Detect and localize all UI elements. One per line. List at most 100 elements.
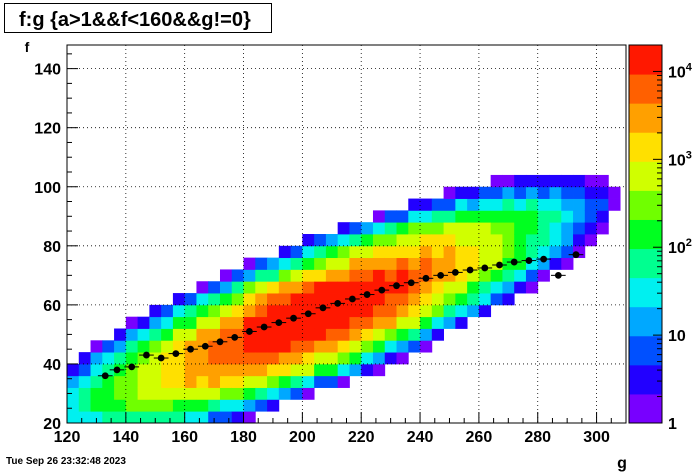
profile-point [407, 279, 415, 287]
heat-cell [384, 245, 397, 259]
heat-cell [243, 293, 256, 306]
heat-cell [161, 340, 174, 353]
heat-cell [455, 186, 468, 199]
heat-cell [537, 210, 550, 223]
x-axis-title: g [617, 455, 627, 472]
heat-cell [90, 352, 103, 365]
palette-band [629, 219, 662, 250]
heat-cell [149, 316, 162, 329]
heat-cell [490, 198, 503, 211]
heat-cell [208, 399, 221, 412]
heat-cell [208, 293, 221, 306]
heat-cell [420, 328, 433, 341]
heat-cell [325, 363, 339, 377]
heat-cell [149, 399, 162, 412]
heat-cell [490, 210, 503, 223]
heat-cell [267, 257, 280, 270]
heat-cell [90, 387, 103, 400]
heat-cell [172, 316, 186, 329]
x-tick-label: 180 [230, 429, 257, 446]
heat-cell [267, 399, 280, 412]
heat-cell [408, 293, 421, 306]
heat-cell [467, 245, 480, 259]
heat-cell [219, 340, 233, 353]
heat-cell [102, 399, 115, 412]
heat-cell [420, 245, 433, 259]
heat-cell [396, 269, 409, 282]
heat-cell [255, 293, 268, 306]
heat-cell [443, 234, 456, 247]
heat-cell [290, 281, 303, 294]
heat-cell [278, 328, 291, 341]
heat-cell [114, 328, 127, 341]
heat-cell [325, 352, 339, 365]
heat-cell [396, 257, 409, 270]
heat-cell [584, 234, 597, 247]
heat-cell [325, 269, 339, 282]
heat-cell [525, 269, 539, 282]
heat-cell [302, 375, 315, 388]
heat-cell [125, 316, 139, 329]
heat-cell [514, 210, 527, 223]
heat-cell [302, 363, 315, 377]
heat-cell [443, 210, 456, 223]
heat-cell [349, 234, 362, 247]
heat-cell [149, 375, 162, 388]
heat-cell [172, 363, 186, 377]
heat-cell [408, 198, 421, 211]
heat-cell [337, 375, 350, 388]
profile-point [572, 251, 580, 259]
y-axis-title: f [25, 39, 30, 55]
heat-cell [314, 245, 327, 259]
heat-cell [90, 375, 103, 388]
heat-cell [302, 328, 315, 341]
heat-cell [149, 304, 162, 318]
heat-cell [278, 340, 291, 353]
heat-cell [361, 281, 374, 294]
heat-cell [514, 269, 527, 282]
heat-cell [208, 328, 221, 341]
heat-cell [478, 186, 492, 199]
heat-cell [219, 304, 233, 318]
heat-cell [314, 328, 327, 341]
heat-cell [243, 340, 256, 353]
heat-cell [349, 304, 362, 318]
heat-cell [455, 210, 468, 223]
heat-cell [231, 269, 244, 282]
x-tick-label: 120 [54, 429, 81, 446]
heat-cell [184, 375, 197, 388]
y-tick-label: 80 [43, 239, 61, 256]
heat-cell [67, 387, 80, 400]
heat-cell [314, 234, 327, 247]
heat-cell [372, 328, 386, 341]
heat-cell [219, 387, 233, 400]
heat-cell [125, 399, 139, 412]
heat-cell [267, 363, 280, 377]
heat-cell [278, 281, 291, 294]
heat-cell [184, 352, 197, 365]
heat-cell [219, 399, 233, 412]
heat-cell [172, 399, 186, 412]
palette-band [629, 306, 662, 337]
heat-cell [161, 363, 174, 377]
heat-cell [290, 245, 303, 259]
heat-cell [384, 222, 397, 235]
heat-cell [278, 245, 291, 259]
palette-band [629, 277, 662, 308]
palette-band [629, 103, 662, 133]
heat-cell [384, 304, 397, 318]
profile-point [157, 354, 165, 362]
heat-cell [302, 257, 315, 270]
heat-cell [302, 245, 315, 259]
heat-cell [137, 387, 150, 400]
heat-cell [490, 234, 503, 247]
heat-cell [349, 316, 362, 329]
heat-cell [525, 174, 539, 188]
heat-cell [490, 174, 503, 188]
heat-cell [467, 281, 480, 294]
heat-cell [561, 245, 574, 259]
heat-cell [408, 316, 421, 329]
palette-band [629, 248, 662, 279]
heat-cell [478, 293, 492, 306]
heat-cell [361, 363, 374, 377]
